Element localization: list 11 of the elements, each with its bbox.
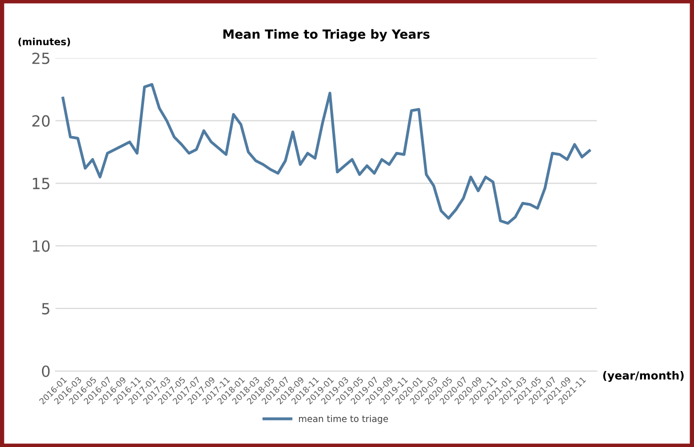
y-tick-label: 15 xyxy=(32,178,50,190)
y-tick-label: 20 xyxy=(32,115,50,127)
y-tick-label: 10 xyxy=(32,240,50,252)
y-tick-label: 0 xyxy=(42,365,50,378)
x-axis-title: (year/month) xyxy=(603,371,684,382)
line-series xyxy=(62,83,591,225)
legend-label: mean time to triage xyxy=(299,415,388,424)
chart-title: Mean Time to Triage by Years xyxy=(223,29,430,42)
y-tick-label: 5 xyxy=(42,303,50,314)
y-axis-title: (minutes) xyxy=(18,38,70,46)
y-tick-label: 25 xyxy=(32,52,50,64)
